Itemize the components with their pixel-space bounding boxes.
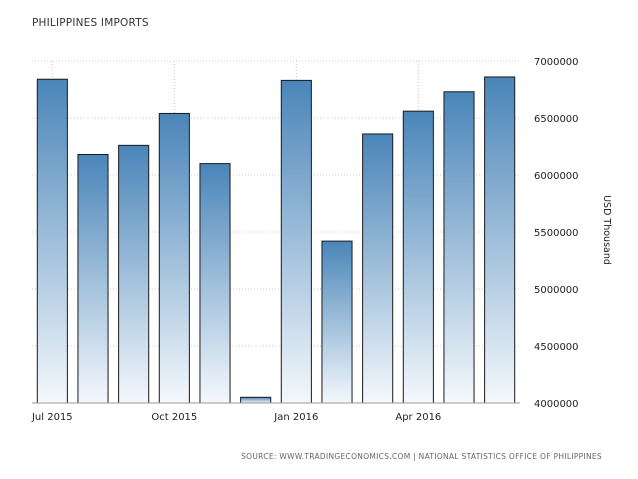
bars-layer	[32, 76, 520, 404]
y-tick-label: 5000000	[534, 285, 579, 296]
bar-oct-2015	[158, 112, 190, 404]
bar-apr-2016	[402, 110, 434, 404]
y-axis: 4000000 4500000 5000000 5500000 6000000 65000…	[534, 57, 579, 410]
bar-dec-2015	[240, 396, 272, 404]
y-axis-label: USD Thousand	[601, 195, 612, 265]
y-tick-label: 5500000	[534, 228, 579, 239]
x-tick-label: Jul 2015	[31, 412, 73, 423]
bar-feb-2016	[321, 240, 353, 404]
y-tick-label: 7000000	[534, 57, 579, 68]
x-tick-label: Oct 2015	[151, 412, 197, 423]
source-note: SOURCE: WWW.TRADINGECONOMICS.COM | NATIO…	[241, 452, 602, 461]
bar-nov-2015	[199, 163, 231, 404]
bar-aug-2015	[77, 153, 109, 404]
y-tick-label: 4000000	[534, 399, 579, 410]
y-tick-label: 4500000	[534, 342, 579, 353]
bar-may-2016	[443, 91, 475, 404]
x-axis: Jul 2015 Oct 2015 Jan 2016 Apr 2016	[31, 412, 441, 423]
bar-mar-2016	[362, 133, 394, 404]
y-tick-label: 6000000	[534, 171, 579, 182]
bar-jun-2016	[484, 76, 516, 404]
bar-sep-2015	[118, 144, 150, 404]
x-tick-label: Apr 2016	[395, 412, 441, 423]
bar-jul-2015	[36, 78, 68, 404]
x-tick-label: Jan 2016	[273, 412, 318, 423]
chart-title: PHILIPPINES IMPORTS	[32, 17, 149, 29]
bar-jan-2016	[280, 79, 312, 404]
y-tick-label: 6500000	[534, 114, 579, 125]
